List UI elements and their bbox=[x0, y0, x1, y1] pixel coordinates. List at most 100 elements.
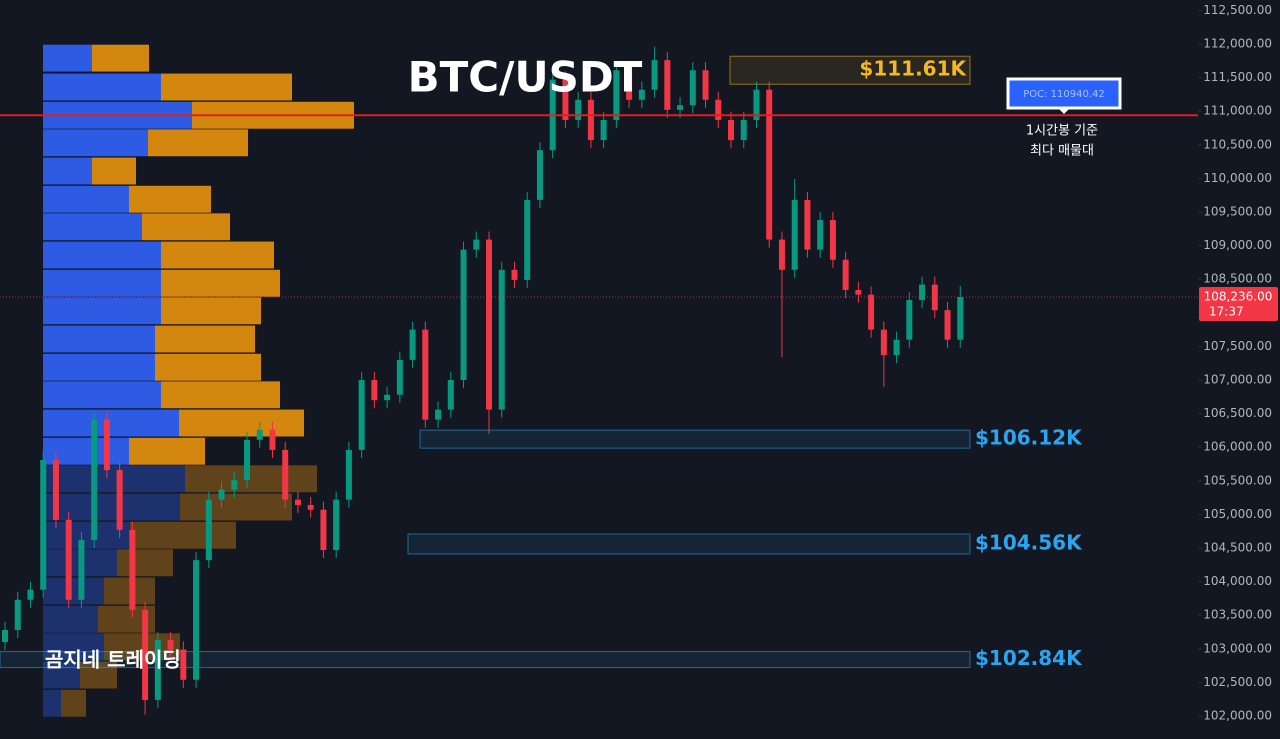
y-tick-label: 105,000.00 bbox=[1203, 507, 1272, 521]
y-tick-label: 102,500.00 bbox=[1203, 675, 1272, 689]
chart-title: BTC/USDT bbox=[408, 53, 643, 102]
candle-body bbox=[931, 284, 938, 311]
candle-body bbox=[778, 239, 785, 270]
last-price-label: 108,236.00 bbox=[1204, 289, 1273, 303]
profile-buy bbox=[43, 493, 180, 521]
candle-body bbox=[218, 489, 225, 500]
candle-body bbox=[2, 630, 8, 643]
profile-buy bbox=[43, 661, 80, 689]
profile-buy bbox=[43, 325, 155, 353]
candle-body bbox=[193, 560, 200, 680]
candle-body bbox=[244, 439, 250, 481]
candle-body bbox=[689, 70, 696, 106]
candle-body bbox=[384, 394, 391, 401]
candle-body bbox=[944, 310, 951, 340]
watermark: 곰지네 트레이딩 bbox=[45, 648, 181, 672]
profile-sell bbox=[179, 409, 304, 437]
candle-body bbox=[345, 449, 352, 500]
y-tick-label: 103,000.00 bbox=[1203, 641, 1272, 655]
y-tick-label: 102,000.00 bbox=[1203, 709, 1272, 723]
candle-body bbox=[587, 99, 594, 141]
candle-body bbox=[333, 499, 340, 551]
candle-body bbox=[282, 449, 289, 500]
profile-sell bbox=[161, 297, 261, 325]
candle-body bbox=[893, 339, 900, 356]
candle-body bbox=[142, 609, 149, 700]
candle-body bbox=[766, 89, 773, 240]
candle-body bbox=[27, 589, 34, 600]
countdown: 17:37 bbox=[1209, 304, 1244, 318]
candle-body bbox=[906, 300, 913, 340]
candle-body bbox=[231, 480, 238, 490]
candle-body bbox=[677, 105, 684, 110]
candle-body bbox=[600, 119, 607, 141]
poc-note: 1시간봉 기준 bbox=[1026, 124, 1098, 139]
profile-sell bbox=[129, 437, 205, 465]
poc-label: POC: 110940.42 bbox=[1023, 89, 1105, 100]
profile-buy bbox=[43, 157, 92, 185]
candle-body bbox=[205, 499, 212, 561]
profile-sell bbox=[117, 549, 173, 577]
candle-body bbox=[855, 289, 862, 295]
candle-body bbox=[52, 459, 59, 520]
candle-body bbox=[791, 199, 798, 270]
candle-body bbox=[358, 380, 365, 450]
candle-body bbox=[868, 294, 875, 330]
profile-sell bbox=[161, 73, 292, 101]
zone-label: $104.56K bbox=[975, 530, 1083, 554]
candle-body bbox=[575, 99, 582, 120]
profile-buy bbox=[43, 129, 148, 157]
profile-buy bbox=[43, 633, 104, 661]
profile-buy bbox=[43, 521, 130, 549]
candle-body bbox=[511, 269, 518, 280]
candle-body bbox=[65, 519, 72, 600]
profile-sell bbox=[180, 493, 292, 521]
poc-note: 최다 매물대 bbox=[1030, 144, 1094, 159]
candle-body bbox=[829, 220, 836, 260]
candle-body bbox=[435, 409, 442, 420]
candle-body bbox=[40, 459, 47, 590]
y-tick-label: 104,500.00 bbox=[1203, 541, 1272, 555]
candle-body bbox=[269, 429, 276, 450]
profile-buy bbox=[43, 185, 129, 213]
candle-body bbox=[728, 119, 734, 141]
profile-buy bbox=[43, 381, 161, 409]
candle-body bbox=[320, 509, 327, 551]
profile-sell bbox=[155, 353, 261, 381]
y-tick-label: 111,000.00 bbox=[1203, 104, 1272, 118]
candle-body bbox=[498, 269, 505, 410]
zone bbox=[407, 533, 971, 555]
candle-body bbox=[651, 60, 658, 90]
candle-body bbox=[103, 419, 110, 471]
profile-buy bbox=[43, 73, 161, 101]
candle-body bbox=[536, 150, 543, 200]
candle-body bbox=[919, 284, 926, 301]
y-tick-label: 107,500.00 bbox=[1203, 339, 1272, 353]
candle-body bbox=[116, 470, 123, 530]
zone-label: $106.12K bbox=[975, 426, 1083, 450]
candle-body bbox=[715, 99, 722, 120]
candle-body bbox=[842, 259, 849, 290]
poc-pointer bbox=[1058, 108, 1070, 114]
y-tick-label: 112,000.00 bbox=[1203, 37, 1272, 51]
profile-sell bbox=[130, 521, 236, 549]
candle-body bbox=[294, 499, 301, 506]
profile-sell bbox=[92, 44, 149, 72]
profile-sell bbox=[142, 213, 230, 241]
y-tick-label: 109,000.00 bbox=[1203, 238, 1272, 252]
y-tick-label: 108,500.00 bbox=[1203, 272, 1272, 286]
y-tick-label: 104,000.00 bbox=[1203, 574, 1272, 588]
y-tick-label: 111,500.00 bbox=[1203, 70, 1272, 84]
candle-body bbox=[422, 329, 429, 420]
zone-label: $111.61K bbox=[859, 57, 967, 81]
candle-body bbox=[626, 70, 633, 100]
candle-body bbox=[307, 505, 314, 510]
profile-sell bbox=[161, 241, 274, 269]
profile-sell bbox=[61, 689, 86, 717]
zone bbox=[729, 55, 971, 85]
candle-body bbox=[447, 380, 454, 410]
y-tick-label: 110,500.00 bbox=[1203, 137, 1272, 151]
candle-body bbox=[957, 296, 964, 340]
y-tick-label: 105,500.00 bbox=[1203, 473, 1272, 487]
